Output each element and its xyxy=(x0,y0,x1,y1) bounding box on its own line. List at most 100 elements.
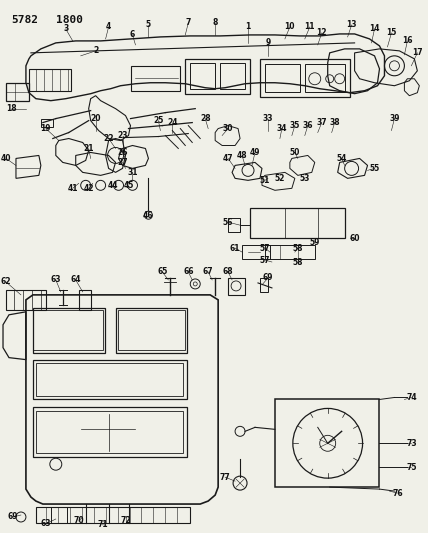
Text: 70: 70 xyxy=(73,516,84,526)
Text: 54: 54 xyxy=(336,154,347,163)
Bar xyxy=(36,411,183,453)
Bar xyxy=(36,362,183,397)
Bar xyxy=(185,59,250,94)
Text: 9: 9 xyxy=(265,38,270,47)
Text: 69: 69 xyxy=(8,513,18,521)
Text: 26: 26 xyxy=(117,148,128,157)
Bar xyxy=(265,64,300,92)
Bar xyxy=(33,407,187,457)
Text: 60: 60 xyxy=(349,233,360,243)
Text: 15: 15 xyxy=(386,28,397,37)
Text: 23: 23 xyxy=(117,131,128,140)
Text: 4: 4 xyxy=(106,22,111,31)
Bar xyxy=(33,308,104,353)
Bar xyxy=(242,245,270,259)
Text: 59: 59 xyxy=(309,238,320,247)
Text: 22: 22 xyxy=(103,134,114,143)
Text: 51: 51 xyxy=(260,176,270,185)
Text: 61: 61 xyxy=(230,244,241,253)
Bar xyxy=(305,64,345,92)
Text: 18: 18 xyxy=(6,104,16,113)
Text: 5: 5 xyxy=(146,20,151,29)
Text: 12: 12 xyxy=(316,28,327,37)
Text: 58: 58 xyxy=(293,257,303,266)
Text: 47: 47 xyxy=(223,154,233,163)
Text: 10: 10 xyxy=(285,22,295,31)
Bar xyxy=(51,507,67,523)
Text: 36: 36 xyxy=(303,121,313,130)
Text: 48: 48 xyxy=(237,151,247,160)
Text: 46: 46 xyxy=(143,211,154,220)
Text: 74: 74 xyxy=(406,393,417,402)
Bar xyxy=(190,63,215,88)
Text: 13: 13 xyxy=(346,20,357,29)
Text: 31: 31 xyxy=(127,168,138,177)
Text: 39: 39 xyxy=(389,114,400,123)
Text: 58: 58 xyxy=(293,244,303,253)
Text: 73: 73 xyxy=(406,439,417,448)
Text: 44: 44 xyxy=(107,181,118,190)
Text: 50: 50 xyxy=(290,148,300,157)
Bar xyxy=(275,399,380,487)
Text: 27: 27 xyxy=(117,158,128,167)
Text: 66: 66 xyxy=(183,268,193,277)
Text: 34: 34 xyxy=(276,124,287,133)
Text: 8: 8 xyxy=(212,19,218,28)
Text: 63: 63 xyxy=(51,276,61,285)
Bar xyxy=(131,66,180,91)
Text: 62: 62 xyxy=(1,278,11,286)
Text: 5782: 5782 xyxy=(11,15,38,25)
Bar xyxy=(228,218,240,232)
Text: 33: 33 xyxy=(263,114,273,123)
Text: 57: 57 xyxy=(260,255,270,264)
Text: 67: 67 xyxy=(203,268,214,277)
Bar xyxy=(250,208,345,238)
Text: 16: 16 xyxy=(402,36,413,45)
Text: 25: 25 xyxy=(153,116,163,125)
Text: 77: 77 xyxy=(220,473,231,482)
Bar xyxy=(118,310,185,350)
Text: 75: 75 xyxy=(406,463,416,472)
Text: 68: 68 xyxy=(223,268,233,277)
Text: 42: 42 xyxy=(83,184,94,193)
Text: 49: 49 xyxy=(250,148,260,157)
Text: 17: 17 xyxy=(412,49,423,58)
Text: 56: 56 xyxy=(223,217,233,227)
Text: 35: 35 xyxy=(290,121,300,130)
Text: 38: 38 xyxy=(330,118,340,127)
Text: 40: 40 xyxy=(1,154,11,163)
Bar xyxy=(220,63,245,88)
Bar xyxy=(33,360,187,399)
Text: 52: 52 xyxy=(275,174,285,183)
Text: 64: 64 xyxy=(71,276,81,285)
Bar xyxy=(33,310,103,350)
Bar xyxy=(260,59,350,96)
Text: 45: 45 xyxy=(123,181,134,190)
Text: 1: 1 xyxy=(245,22,251,31)
Bar xyxy=(116,308,187,353)
Text: 19: 19 xyxy=(41,124,51,133)
Text: 2: 2 xyxy=(93,46,98,55)
Text: 1800: 1800 xyxy=(56,15,83,25)
Text: 72: 72 xyxy=(120,516,131,526)
Bar xyxy=(36,507,190,523)
Bar xyxy=(79,290,91,310)
Text: 21: 21 xyxy=(83,144,94,153)
Text: 24: 24 xyxy=(167,118,178,127)
Text: 55: 55 xyxy=(369,164,380,173)
Bar xyxy=(29,69,71,91)
Text: 20: 20 xyxy=(90,114,101,123)
Bar xyxy=(265,245,315,259)
Text: 37: 37 xyxy=(316,118,327,127)
Text: 69: 69 xyxy=(263,273,273,282)
Text: 57: 57 xyxy=(260,244,270,253)
Text: 7: 7 xyxy=(186,19,191,28)
Text: 63: 63 xyxy=(41,520,51,528)
Text: 11: 11 xyxy=(305,22,315,31)
Text: 6: 6 xyxy=(130,30,135,39)
Text: 76: 76 xyxy=(392,489,403,498)
Text: 41: 41 xyxy=(68,184,78,193)
Text: 65: 65 xyxy=(157,268,167,277)
Text: 28: 28 xyxy=(200,114,211,123)
Text: 53: 53 xyxy=(300,174,310,183)
